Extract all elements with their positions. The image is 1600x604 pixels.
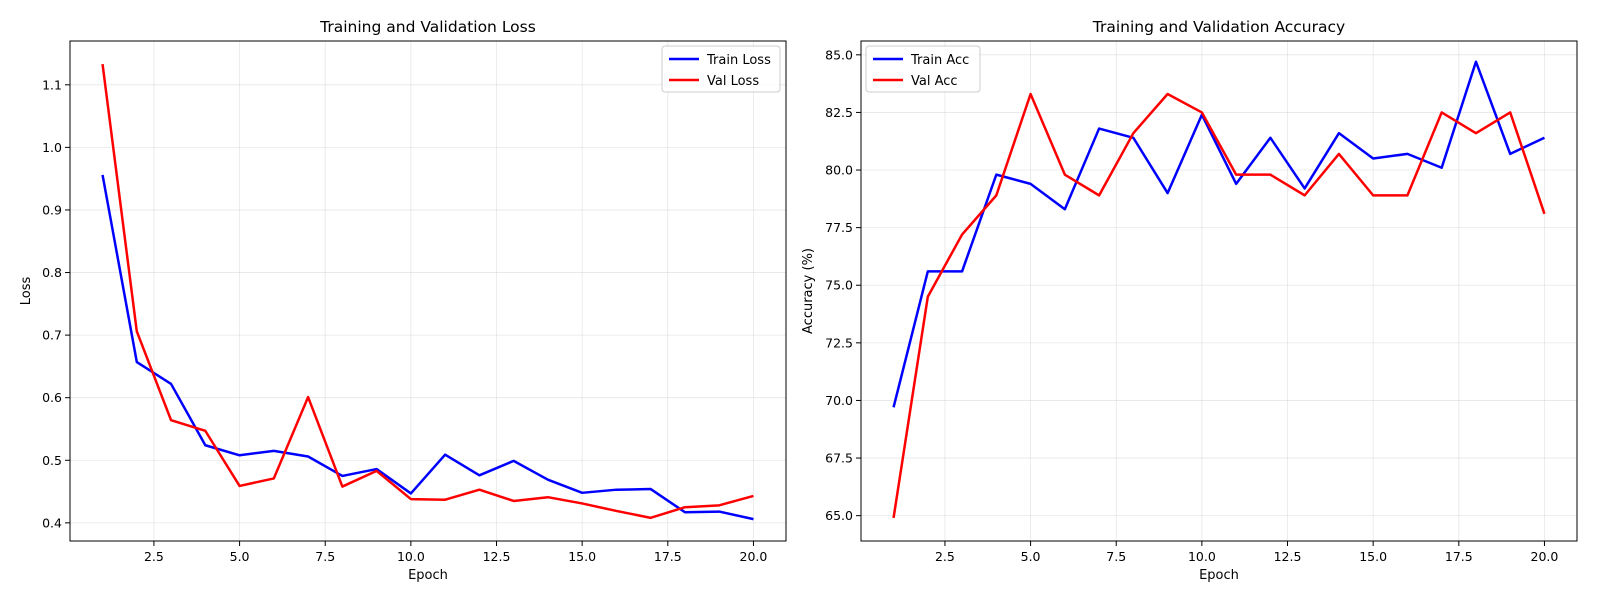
loss-series-lines — [101, 63, 754, 521]
loss-legend: Train Loss Val Loss — [661, 45, 781, 93]
loss-legend-label-val: Val Loss — [707, 74, 759, 89]
loss-legend-label-train: Train Loss — [706, 53, 771, 68]
accuracy-y-tick-label: 75.0 — [825, 278, 853, 293]
accuracy-x-tick-label: 17.5 — [1445, 549, 1473, 564]
loss-y-axis-label: Loss — [19, 277, 34, 306]
accuracy-x-tick-label: 7.5 — [1106, 549, 1126, 564]
loss-x-axis-label: Epoch — [408, 568, 448, 583]
loss-grid — [70, 41, 786, 541]
accuracy-ticks: 2.5 5.0 7.5 10.0 12.5 15.0 17.5 20.0 65.0 67.5 70.… — [825, 47, 1558, 564]
accuracy-y-tick-label: 82.5 — [825, 105, 853, 120]
accuracy-y-axis-label: Accuracy (%) — [801, 248, 816, 334]
accuracy-y-tick-label: 67.5 — [825, 451, 853, 466]
accuracy-x-tick-label: 2.5 — [935, 549, 955, 564]
loss-y-tick-label: 0.6 — [42, 390, 62, 405]
accuracy-x-tick-label: 5.0 — [1021, 549, 1041, 564]
loss-y-tick-label: 0.8 — [42, 265, 62, 280]
loss-x-tick-label: 5.0 — [230, 549, 250, 564]
accuracy-x-tick-label: 10.0 — [1188, 549, 1216, 564]
loss-x-tick-label: 7.5 — [315, 549, 335, 564]
loss-chart: Training and Validation Loss 2.5 5.0 7.5 10… — [19, 18, 787, 583]
loss-x-tick-label: 15.0 — [568, 549, 596, 564]
loss-plot-area — [70, 41, 786, 541]
accuracy-x-axis-label: Epoch — [1199, 568, 1239, 583]
loss-y-tick-label: 1.0 — [42, 140, 62, 155]
loss-y-tick-label: 0.4 — [42, 515, 62, 530]
accuracy-y-tick-label: 85.0 — [825, 47, 853, 62]
accuracy-legend-label-train: Train Acc — [910, 53, 969, 68]
accuracy-y-tick-label: 72.5 — [825, 335, 853, 350]
accuracy-x-tick-label: 12.5 — [1274, 549, 1302, 564]
accuracy-y-tick-label: 77.5 — [825, 220, 853, 235]
loss-y-tick-label: 0.7 — [42, 328, 62, 343]
loss-plot-frame — [69, 40, 787, 542]
accuracy-series-lines — [892, 60, 1546, 519]
accuracy-y-tick-label: 80.0 — [825, 163, 853, 178]
accuracy-x-tick-label: 20.0 — [1531, 549, 1559, 564]
loss-y-tick-label: 0.5 — [42, 453, 62, 468]
accuracy-y-tick-label: 70.0 — [825, 393, 853, 408]
loss-chart-title: Training and Validation Loss — [319, 18, 536, 36]
loss-x-tick-label: 20.0 — [740, 549, 768, 564]
accuracy-legend-label-val: Val Acc — [911, 74, 958, 89]
accuracy-plot-area — [861, 41, 1577, 541]
loss-series-line-train — [101, 174, 754, 521]
accuracy-series-line-val — [892, 92, 1546, 519]
loss-x-tick-label: 2.5 — [144, 549, 164, 564]
loss-x-tick-label: 12.5 — [483, 549, 511, 564]
accuracy-plot-frame — [860, 40, 1578, 542]
accuracy-chart: Training and Validation Accuracy 2.5 5.0 7… — [801, 18, 1578, 583]
accuracy-legend: Train Acc Val Acc — [865, 45, 981, 93]
loss-x-tick-label: 10.0 — [397, 549, 425, 564]
accuracy-y-tick-label: 65.0 — [825, 508, 853, 523]
loss-x-tick-label: 17.5 — [654, 549, 682, 564]
loss-series-line-val — [101, 63, 754, 520]
accuracy-chart-title: Training and Validation Accuracy — [1092, 18, 1345, 36]
loss-y-tick-label: 1.1 — [42, 77, 62, 92]
loss-ticks: 2.5 5.0 7.5 10.0 12.5 15.0 17.5 20.0 0.4 0.5 0.6 0.… — [42, 77, 767, 564]
loss-y-tick-label: 0.9 — [42, 202, 62, 217]
accuracy-x-tick-label: 15.0 — [1359, 549, 1387, 564]
